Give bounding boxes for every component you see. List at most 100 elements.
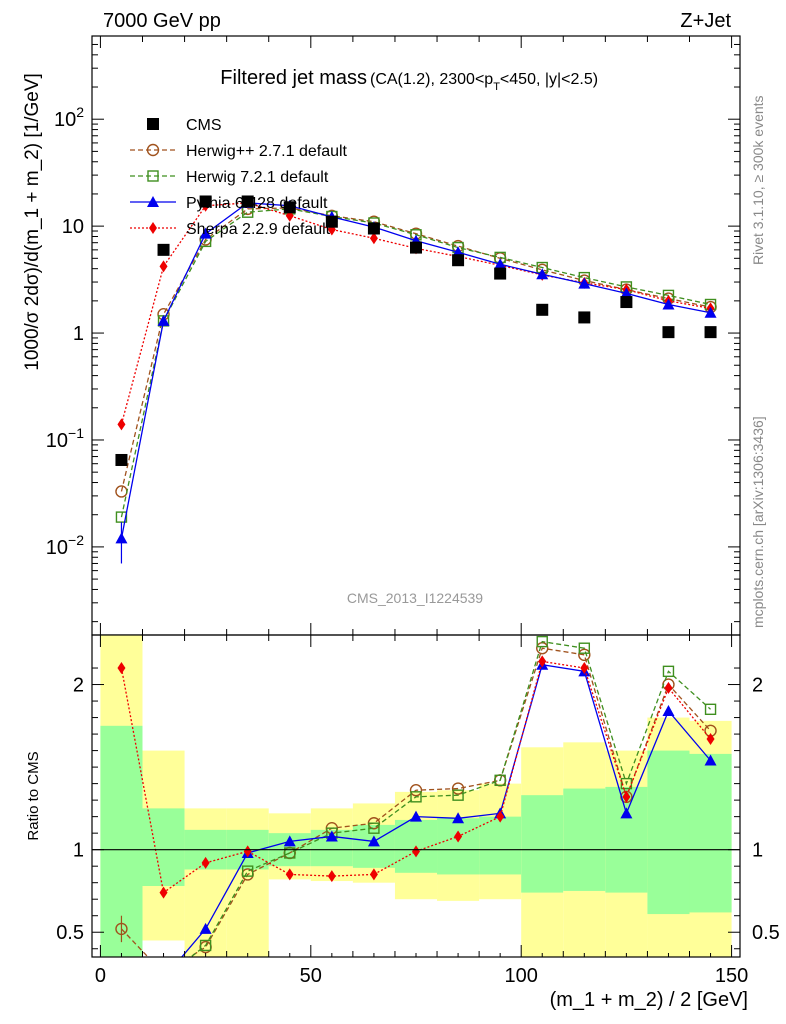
main-cms-point: [704, 326, 717, 339]
ratio-herwig-2-7-1-default-point: [578, 648, 591, 662]
ratio-herwig-7-2-1-default-point: [410, 791, 422, 803]
ratio-sherpa-2-2-9-default-point: [580, 662, 589, 675]
ratio-herwig-7-2-1-default-point: [199, 939, 212, 952]
ratio-herwig-7-2-1-default-point: [368, 822, 380, 834]
main-pythia-6-428-default-point: [494, 258, 507, 270]
rivet-label: Rivet 3.1.10, ≥ 300k events: [750, 95, 766, 265]
y-tick-label: 10−2: [46, 532, 84, 559]
main-cms-point: [157, 243, 170, 256]
legend-pythia-6-428-default-marker: [147, 196, 159, 207]
ratio-ylabel: Ratio to CMS: [25, 751, 42, 840]
main-pythia-6-428-default-point: [578, 277, 591, 289]
x-axis-label: (m_1 + m_2) / 2 [GeV]: [550, 989, 748, 1011]
legend-herwig-7-2-1-default-marker: [147, 170, 159, 182]
ratio-pythia-6-428-default-point: [662, 704, 675, 716]
ratio-herwig-7-2-1-default-point: [284, 847, 296, 859]
ratio-sherpa-2-2-9-default-point: [538, 655, 547, 668]
main-cms-point: [410, 241, 422, 254]
ratio-pythia-6-428-default-point: [367, 835, 380, 847]
y-tick-label: 10: [62, 216, 84, 238]
ratio-y-tick-label: 2: [752, 675, 763, 697]
main-axes: 10−2 10−1 1 10 102: [46, 35, 740, 635]
ratio-sherpa-2-2-9-default-point: [706, 733, 715, 746]
ratio-herwig-2-7-1-default-point: [451, 782, 465, 795]
ratio-pythia-6-428-default-point: [410, 810, 422, 822]
legend-cms-label: CMS: [186, 117, 222, 134]
ratio-sherpa-2-2-9-default-point: [201, 856, 210, 869]
watermark: CMS_2013_I1224539: [347, 590, 483, 606]
main-sherpa-2-2-9-default-point: [159, 260, 168, 273]
header-left: 7000 GeV pp: [103, 10, 221, 32]
ratio-pythia-6-428-default-point: [199, 922, 212, 934]
band-green: [521, 795, 564, 893]
main-herwig-7-2-1-default-line: [120, 208, 711, 518]
legend: CMS Herwig++ 2.7.1 default Herwig 7.2.1 de…: [130, 117, 348, 238]
ratio-herwig-7-2-1-default-point: [536, 635, 548, 648]
main-herwig-7-2-1-default-point: [115, 511, 128, 523]
x-tick-label: 100: [505, 965, 538, 987]
ratio-y-tick-label: 1: [752, 840, 763, 862]
main-cms-point: [662, 326, 675, 339]
ratio-pythia-6-428-default-point: [704, 754, 717, 766]
y-tick-label: 102: [54, 104, 84, 131]
main-title: Filtered jet mass (CA(1.2), 2300<pT<450,…: [220, 67, 598, 93]
main-sherpa-2-2-9-default-point: [117, 418, 126, 431]
main-cms-point: [199, 195, 212, 208]
ratio-series-layer: [115, 635, 717, 957]
main-herwig-2-7-1-default-line: [120, 207, 711, 492]
ratio-y-tick-label: 1: [73, 840, 84, 862]
ratio-y-tick-label: 2: [73, 675, 84, 697]
ratio-sherpa-2-2-9-default-point: [496, 810, 505, 823]
legend-herwig-2-7-1-default-label: Herwig++ 2.7.1 default: [186, 143, 348, 160]
legend-cms: CMS: [147, 117, 222, 134]
legend-pythia-6-428-default: Pythia 6.428 default: [130, 195, 328, 212]
ratio-herwig-7-2-1-default-point: [662, 665, 675, 678]
ratio-y-tick-label: 0.5: [56, 922, 84, 944]
band-green: [689, 753, 732, 913]
main-cms-point: [283, 201, 296, 214]
ratio-herwig-2-7-1-default-point: [409, 784, 423, 797]
band-green: [437, 818, 480, 875]
main-panel: 10−2 10−1 1 10 102 CMS_2013_I1224539 Filtere…: [22, 35, 741, 636]
chart-subtitle: (CA(1.2), 2300<pT<450, |y|<2.5): [370, 71, 598, 93]
main-cms-point: [367, 222, 380, 235]
main-cms-point: [578, 311, 591, 324]
legend-cms-marker: [147, 118, 159, 130]
header-right: Z+Jet: [680, 10, 731, 32]
ratio-herwig-2-7-1-default-point: [115, 922, 128, 936]
ratio-pythia-6-428-default-point: [452, 812, 465, 824]
main-cms-point: [536, 303, 549, 316]
ratio-sherpa-2-2-9-default-point: [285, 868, 294, 881]
main-series-layer: [115, 195, 717, 564]
main-pythia-6-428-default-point: [157, 314, 170, 326]
main-cms-point: [325, 215, 338, 228]
legend-sherpa-2-2-9-default-label: Sherpa 2.2.9 default: [186, 221, 331, 238]
main-pythia-6-428-default-point: [620, 287, 633, 299]
ratio-pythia-6-428-default-point: [283, 835, 296, 847]
ratio-herwig-2-7-1-default-line: [120, 647, 712, 957]
band-green: [647, 750, 690, 915]
ratio-sherpa-2-2-9-default-point: [159, 886, 168, 899]
chart-title: Filtered jet mass: [220, 67, 367, 89]
legend-herwig-7-2-1-default: Herwig 7.2.1 default: [130, 169, 329, 186]
band-green: [479, 816, 522, 875]
mcplots-label: mcplots.cern.ch [arXiv:1306:3436]: [750, 416, 766, 628]
legend-herwig-7-2-1-default-label: Herwig 7.2.1 default: [186, 169, 329, 186]
main-cms-point: [241, 195, 254, 208]
ratio-y-tick-label: 0.5: [752, 922, 780, 944]
ratio-sherpa-2-2-9-default-point: [412, 845, 420, 858]
legend-herwig-2-7-1-default: Herwig++ 2.7.1 default: [130, 143, 348, 160]
ratio-sherpa-2-2-9-default-line: [120, 660, 712, 894]
band-green: [563, 788, 606, 891]
main-cms-point: [452, 254, 465, 267]
main-ylabel: 1000/σ 2dσ)/d(m_1 + m_2) [1/GeV]: [22, 73, 43, 371]
ratio-herwig-7-2-1-default-point: [241, 865, 254, 877]
legend-sherpa-2-2-9-default-marker: [149, 222, 157, 234]
band-green: [142, 808, 185, 886]
x-tick-label: 0: [95, 965, 106, 987]
ratio-pythia-6-428-default-point: [325, 830, 338, 842]
ratio-sherpa-2-2-9-default-point: [117, 662, 126, 675]
